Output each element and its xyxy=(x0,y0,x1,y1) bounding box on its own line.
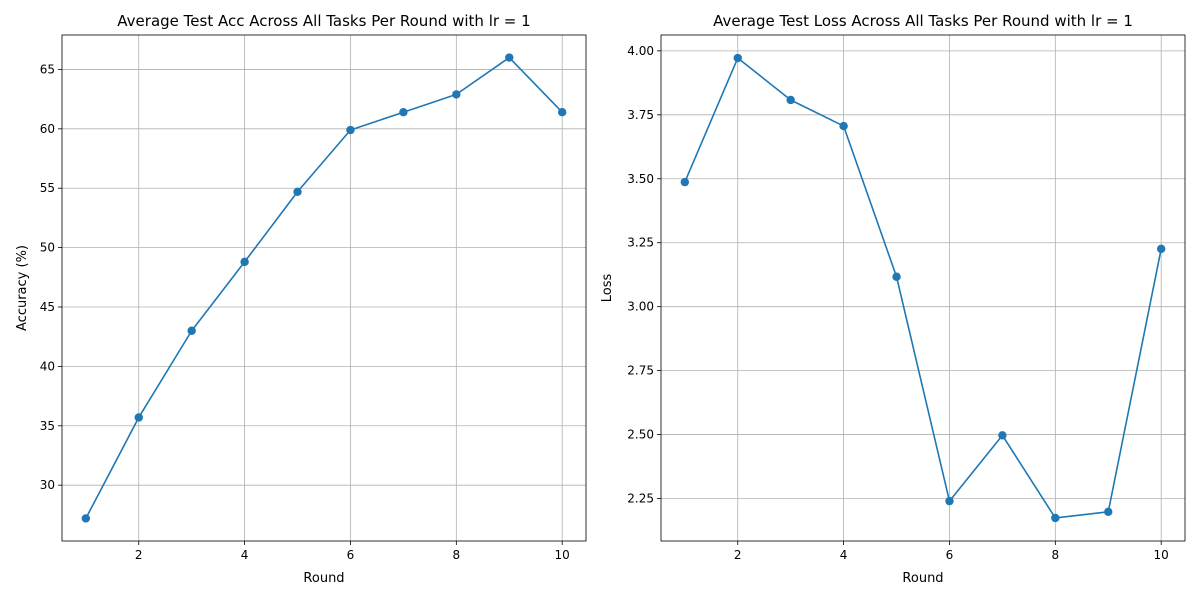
accuracy-data-point xyxy=(134,413,143,422)
loss-chart: Average Test Loss Across All Tasks Per R… xyxy=(600,12,1186,586)
loss-data-point xyxy=(733,53,742,63)
accuracy-data-point xyxy=(505,53,514,62)
accuracy-y-tick-label: 35 xyxy=(40,419,55,433)
loss-data-points xyxy=(680,53,1166,523)
accuracy-data-point xyxy=(240,257,249,267)
loss-y-tick-label: 2.25 xyxy=(627,492,654,506)
loss-series-line xyxy=(684,57,1162,519)
loss-data-point xyxy=(998,431,1007,440)
loss-x-tick-label: 4 xyxy=(840,548,848,562)
loss-y-tick-label: 2.75 xyxy=(627,364,654,378)
loss-x-tick-label: 10 xyxy=(1154,548,1169,562)
loss-x-ticks: 2 4 6 8 10 xyxy=(734,541,1169,562)
accuracy-data-point xyxy=(557,108,567,117)
loss-data-point xyxy=(1104,507,1113,517)
accuracy-series-line xyxy=(85,56,563,519)
accuracy-x-tick-label: 4 xyxy=(241,548,249,562)
loss-y-tick-label: 2.50 xyxy=(627,428,654,442)
accuracy-y-tick-label: 45 xyxy=(40,300,55,314)
accuracy-data-point xyxy=(293,187,302,196)
accuracy-data-point xyxy=(81,514,91,523)
accuracy-y-tick-label: 65 xyxy=(40,62,55,76)
accuracy-x-axis-label: Round xyxy=(303,571,344,586)
accuracy-data-point xyxy=(187,326,196,335)
accuracy-axes-frame xyxy=(61,34,587,542)
accuracy-chart-title: Average Test Acc Across All Tasks Per Ro… xyxy=(117,12,530,30)
loss-chart-title: Average Test Loss Across All Tasks Per R… xyxy=(713,12,1133,30)
accuracy-x-tick-label: 6 xyxy=(347,548,355,562)
loss-y-ticks: 2.25 2.50 2.75 3.00 3.25 3.50 3.75 4.00 xyxy=(627,44,661,506)
loss-x-tick-label: 2 xyxy=(734,548,742,562)
accuracy-y-tick-label: 40 xyxy=(40,359,55,373)
loss-data-point xyxy=(680,177,690,187)
loss-y-tick-label: 3.50 xyxy=(627,172,654,186)
loss-x-tick-label: 8 xyxy=(1052,548,1060,562)
accuracy-data-points xyxy=(81,53,567,523)
loss-data-point xyxy=(1156,244,1166,254)
loss-y-tick-label: 3.75 xyxy=(627,108,654,122)
accuracy-x-tick-label: 8 xyxy=(453,548,461,562)
accuracy-chart: Average Test Acc Across All Tasks Per Ro… xyxy=(15,12,587,586)
loss-data-point xyxy=(1051,513,1060,523)
loss-data-point xyxy=(892,272,901,281)
loss-x-tick-label: 6 xyxy=(946,548,954,562)
loss-data-point xyxy=(786,95,795,105)
loss-x-axis-label: Round xyxy=(902,571,943,586)
loss-y-tick-label: 4.00 xyxy=(627,44,654,58)
accuracy-y-ticks: 30 35 40 45 50 55 60 65 xyxy=(40,62,62,492)
accuracy-data-point xyxy=(346,125,355,135)
loss-data-point xyxy=(839,121,848,131)
loss-y-tick-label: 3.00 xyxy=(627,300,654,314)
loss-data-point xyxy=(945,496,954,506)
accuracy-y-tick-label: 50 xyxy=(40,241,55,255)
accuracy-x-tick-label: 10 xyxy=(555,548,570,562)
accuracy-y-tick-label: 60 xyxy=(40,122,55,136)
accuracy-data-point xyxy=(452,90,461,99)
accuracy-y-tick-label: 30 xyxy=(40,478,55,492)
loss-gridlines xyxy=(661,35,1185,541)
accuracy-x-tick-label: 2 xyxy=(135,548,143,562)
accuracy-y-tick-label: 55 xyxy=(40,181,55,195)
loss-y-axis-label: Loss xyxy=(600,274,615,303)
loss-axes-frame xyxy=(660,34,1186,542)
accuracy-gridlines xyxy=(62,35,586,541)
loss-y-tick-label: 3.25 xyxy=(627,236,654,250)
accuracy-x-ticks: 2 4 6 8 10 xyxy=(135,541,570,562)
accuracy-data-point xyxy=(399,108,408,117)
accuracy-y-axis-label: Accuracy (%) xyxy=(15,245,30,331)
